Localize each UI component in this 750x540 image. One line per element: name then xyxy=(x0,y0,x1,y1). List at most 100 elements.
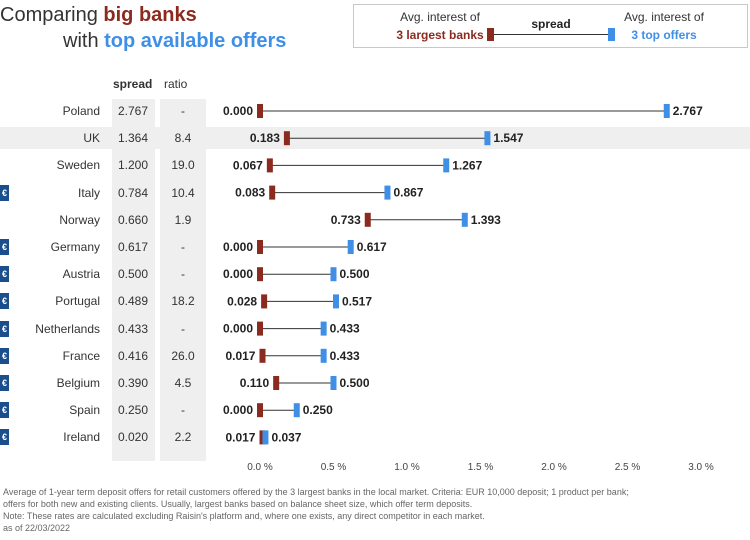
big-banks-label-ireland: 0.017 xyxy=(225,430,255,444)
top-offers-label-germany: 0.617 xyxy=(357,240,387,254)
country-label-spain: Spain xyxy=(69,403,100,418)
spread-value-sweden: 1.200 xyxy=(117,158,149,173)
top-offers-label-belgium: 0.500 xyxy=(340,376,370,390)
footnote: Average of 1-year term deposit offers fo… xyxy=(3,486,743,534)
top-offers-label-austria: 0.500 xyxy=(340,267,370,281)
x-tick-label: 3.0 % xyxy=(688,462,714,473)
ratio-value-portugal: 18.2 xyxy=(171,294,195,309)
country-label-sweden: Sweden xyxy=(56,158,100,173)
spread-value-italy: 0.784 xyxy=(117,185,149,200)
big-banks-label-poland: 0.000 xyxy=(223,104,253,118)
legend-left-line2: 3 largest banks xyxy=(396,28,484,42)
spread-value-austria: 0.500 xyxy=(117,267,149,282)
country-label-italy: Italy xyxy=(77,185,100,200)
spread-value-netherlands: 0.433 xyxy=(117,321,149,336)
footnote-line-3: Note: These rates are calculated excludi… xyxy=(3,511,485,521)
x-tick-label: 1.5 % xyxy=(468,462,494,473)
top-offers-marker-portugal xyxy=(332,294,339,309)
title-line-2: with top available offers xyxy=(0,28,286,54)
footnote-date: as of 22/03/2022 xyxy=(3,523,71,533)
euro-badge-austria: € xyxy=(0,266,9,283)
spread-value-poland: 2.767 xyxy=(117,104,149,118)
country-label-netherlands: Netherlands xyxy=(35,321,100,336)
big-banks-label-norway: 0.733 xyxy=(331,213,361,227)
title-line-1: Comparing big banks xyxy=(0,2,286,28)
country-label-germany: Germany xyxy=(50,240,100,254)
euro-badge-portugal: € xyxy=(0,293,9,310)
country-label-france: France xyxy=(62,348,100,363)
country-label-poland: Poland xyxy=(62,104,100,118)
big-banks-marker-poland xyxy=(257,104,263,118)
big-banks-marker-uk xyxy=(283,131,290,146)
x-tick-label: 1.0 % xyxy=(394,462,420,473)
ratio-value-austria: - xyxy=(181,267,185,282)
title-prefix: Comparing xyxy=(0,4,104,26)
ratio-value-netherlands: - xyxy=(181,321,185,336)
big-banks-marker-austria xyxy=(257,267,263,282)
x-tick-label: 2.0 % xyxy=(541,462,567,473)
top-offers-label-poland: 2.767 xyxy=(673,104,703,118)
top-offers-marker-netherlands xyxy=(320,321,327,336)
ratio-value-sweden: 19.0 xyxy=(171,158,195,173)
ratio-value-norway: 1.9 xyxy=(174,212,192,227)
spread-value-belgium: 0.390 xyxy=(117,376,149,390)
dumbbell-plot: 0.000 2.767 0.183 1.547 0.067 1.267 0.083 0.867… xyxy=(223,104,714,473)
x-tick-label: 2.5 % xyxy=(615,462,641,473)
spread-value-germany: 0.617 xyxy=(117,240,149,254)
spread-value-norway: 0.660 xyxy=(117,212,149,227)
title-big-banks: big banks xyxy=(103,4,197,26)
euro-badge-spain: € xyxy=(0,402,9,419)
legend-left-line1: Avg. interest of xyxy=(400,10,480,24)
country-label-ireland: Ireland xyxy=(63,430,100,445)
footnote-line-1: Average of 1-year term deposit offers fo… xyxy=(3,487,629,497)
legend: Avg. interest of 3 largest banks spread … xyxy=(353,4,748,48)
top-offers-label-spain: 0.250 xyxy=(303,403,333,417)
big-banks-marker-germany xyxy=(257,240,263,254)
top-offers-marker-italy xyxy=(384,185,391,200)
country-label-belgium: Belgium xyxy=(56,376,100,390)
top-offers-marker-norway xyxy=(461,212,468,227)
legend-spread: spread xyxy=(531,17,571,31)
big-banks-marker-portugal xyxy=(261,294,268,309)
country-label-portugal: Portugal xyxy=(55,294,100,309)
ratio-value-france: 26.0 xyxy=(171,348,195,363)
country-label-uk: UK xyxy=(83,131,100,146)
big-banks-label-portugal: 0.028 xyxy=(227,294,257,308)
legend-right-line2: 3 top offers xyxy=(631,28,697,42)
spread-value-france: 0.416 xyxy=(117,348,149,363)
euro-badge-belgium: € xyxy=(0,375,9,391)
x-tick-label: 0.5 % xyxy=(321,462,347,473)
title-top-offers: top available offers xyxy=(104,30,287,52)
top-offers-marker-belgium xyxy=(330,376,337,390)
euro-badge-italy: € xyxy=(0,184,9,201)
ratio-value-germany: - xyxy=(181,240,185,254)
top-offers-marker-austria xyxy=(330,267,337,282)
x-tick-label: 0.0 % xyxy=(247,462,273,473)
ratio-value-uk: 8.4 xyxy=(174,131,192,146)
spread-column-header: spread xyxy=(113,77,153,91)
top-offers-label-norway: 1.393 xyxy=(471,213,501,227)
top-offers-marker-spain xyxy=(293,403,300,418)
big-banks-marker-italy xyxy=(269,185,276,200)
ratio-value-ireland: 2.2 xyxy=(174,430,192,445)
top-offers-label-ireland: 0.037 xyxy=(271,430,301,444)
ratio-column-header: ratio xyxy=(164,77,188,91)
top-offers-label-italy: 0.867 xyxy=(393,186,423,200)
top-offers-label-portugal: 0.517 xyxy=(342,294,372,308)
legend-right-line1: Avg. interest of xyxy=(624,10,704,24)
top-offers-label-uk: 1.547 xyxy=(493,131,523,145)
country-label-norway: Norway xyxy=(59,212,100,227)
big-banks-marker-norway xyxy=(364,212,371,227)
ratio-value-italy: 10.4 xyxy=(171,185,195,200)
big-banks-label-germany: 0.000 xyxy=(223,240,253,254)
big-banks-label-italy: 0.083 xyxy=(235,186,265,200)
spread-value-ireland: 0.020 xyxy=(117,430,149,445)
big-banks-label-spain: 0.000 xyxy=(223,403,253,417)
legend-big-banks-marker xyxy=(487,28,494,41)
top-offers-marker-germany xyxy=(347,240,354,254)
spread-value-uk: 1.364 xyxy=(117,131,149,146)
big-banks-label-belgium: 0.110 xyxy=(240,376,270,390)
euro-badge-germany: € xyxy=(0,239,9,255)
legend-spread-line xyxy=(493,34,611,35)
big-banks-label-austria: 0.000 xyxy=(223,267,253,281)
